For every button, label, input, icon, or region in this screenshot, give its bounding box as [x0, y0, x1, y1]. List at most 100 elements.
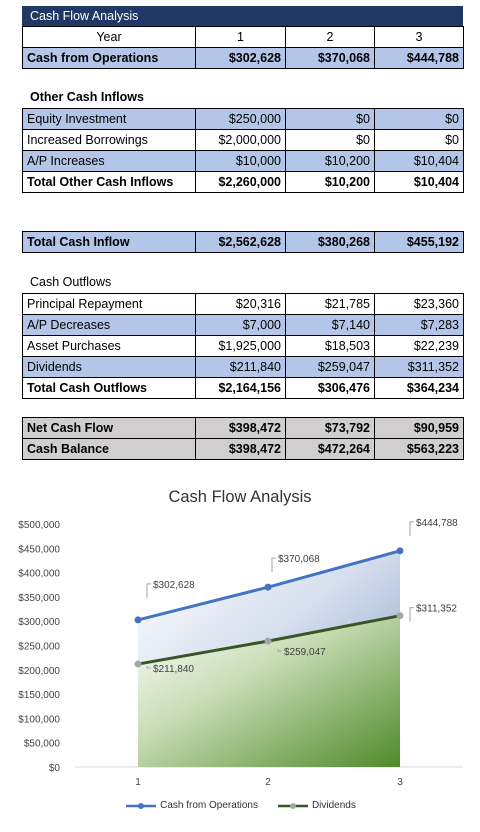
- data-label: $211,840: [153, 664, 194, 675]
- data-label: $311,352: [416, 604, 457, 615]
- data-labels: $302,628 $370,068 $444,788 $211,840 $259,047…: [146, 518, 458, 675]
- data-point: [134, 660, 142, 668]
- data-point: [134, 616, 142, 624]
- chart-title: Cash Flow Analysis: [168, 488, 312, 506]
- row-label[interactable]: Total Cash Outflows: [22, 377, 196, 399]
- value-cell[interactable]: $398,472: [195, 438, 286, 460]
- data-label: $370,068: [278, 554, 320, 565]
- y-tick-label: $350,000: [18, 593, 60, 604]
- value-cell[interactable]: $73,792: [285, 417, 375, 439]
- y-tick-label: $100,000: [18, 714, 60, 725]
- table-row: Cash from Operations $302,628 $370,068 $…: [22, 47, 464, 69]
- x-tick-label: 1: [135, 777, 141, 788]
- x-tick-label: 3: [397, 777, 403, 788]
- table-row: Dividends $211,840 $259,047 $311,352: [22, 356, 464, 378]
- value-cell[interactable]: $2,562,628: [195, 231, 286, 253]
- legend-label: Dividends: [311, 800, 356, 811]
- data-point: [264, 583, 272, 591]
- operations-table: Year 1 2 3 Cash from Operations $302,628…: [22, 26, 464, 69]
- row-label[interactable]: Total Cash Inflow: [22, 231, 196, 253]
- value-cell[interactable]: $23,360: [374, 293, 464, 315]
- y-tick-label: $150,000: [18, 690, 60, 701]
- row-label[interactable]: A/P Decreases: [22, 314, 196, 336]
- value-cell[interactable]: $250,000: [195, 108, 286, 130]
- chart-lines: [134, 547, 404, 668]
- other-inflows-heading: Other Cash Inflows: [30, 90, 144, 104]
- legend-item-operations[interactable]: Cash from Operations: [124, 800, 258, 811]
- value-cell[interactable]: $364,234: [374, 377, 464, 399]
- y-axis: $0 $50,000 $100,000 $150,000 $200,000 $250,00…: [18, 520, 60, 774]
- value-cell[interactable]: $7,140: [285, 314, 375, 336]
- y-tick-label: $0: [49, 763, 61, 774]
- value-cell[interactable]: $370,068: [285, 47, 375, 69]
- line-marker-icon: [277, 802, 308, 809]
- value-cell[interactable]: $302,628: [195, 47, 286, 69]
- sheet-title: Cash Flow Analysis: [22, 6, 463, 26]
- value-cell[interactable]: $398,472: [195, 417, 286, 439]
- value-cell[interactable]: $0: [374, 129, 464, 151]
- table-row: Cash Balance $398,472 $472,264 $563,223: [22, 438, 464, 460]
- data-label: $259,047: [284, 647, 326, 658]
- label-leader: [409, 607, 414, 622]
- y-tick-label: $400,000: [18, 569, 60, 580]
- value-cell[interactable]: $259,047: [285, 356, 375, 378]
- value-cell[interactable]: $0: [374, 108, 464, 130]
- data-point: [396, 612, 404, 620]
- row-label[interactable]: Cash from Operations: [22, 47, 196, 69]
- row-label[interactable]: Equity Investment: [22, 108, 196, 130]
- outflows-table: Principal Repayment $20,316 $21,785 $23,…: [22, 293, 464, 399]
- table-row: A/P Increases $10,000 $10,200 $10,404: [22, 150, 464, 172]
- value-cell[interactable]: $211,840: [195, 356, 286, 378]
- value-cell[interactable]: $22,239: [374, 335, 464, 357]
- x-tick-label: 2: [265, 777, 271, 788]
- legend-label: Cash from Operations: [160, 800, 258, 811]
- label-leader: [146, 666, 151, 669]
- y-tick-label: $450,000: [18, 544, 60, 555]
- label-leader: [271, 557, 276, 573]
- label-leader: [409, 521, 414, 536]
- year-header-row: Year 1 2 3: [22, 26, 464, 48]
- value-cell[interactable]: $10,200: [285, 171, 375, 193]
- y-tick-label: $200,000: [18, 666, 60, 677]
- value-cell[interactable]: $10,404: [374, 171, 464, 193]
- row-label[interactable]: Cash Balance: [22, 438, 196, 460]
- table-total-row: Total Cash Outflows $2,164,156 $306,476 …: [22, 377, 464, 399]
- data-label: $444,788: [416, 518, 458, 529]
- value-cell[interactable]: $306,476: [285, 377, 375, 399]
- other-inflows-table: Equity Investment $250,000 $0 $0 Increas…: [22, 108, 464, 193]
- total-inflow-table: Total Cash Inflow $2,562,628 $380,268 $4…: [22, 231, 464, 253]
- line-marker-icon: [126, 802, 157, 809]
- table-total-row: Total Other Cash Inflows $2,260,000 $10,…: [22, 171, 464, 193]
- value-cell[interactable]: $472,264: [285, 438, 375, 460]
- data-point: [396, 547, 404, 555]
- row-label[interactable]: Total Other Cash Inflows: [22, 171, 196, 193]
- x-axis: 1 2 3: [75, 766, 463, 788]
- value-cell[interactable]: $0: [285, 129, 375, 151]
- value-cell[interactable]: $455,192: [374, 231, 464, 253]
- label-leader: [277, 649, 282, 652]
- chart-legend: Cash from Operations Dividends: [0, 800, 480, 811]
- table-row: Increased Borrowings $2,000,000 $0 $0: [22, 129, 464, 151]
- row-label[interactable]: Net Cash Flow: [22, 417, 196, 439]
- value-cell[interactable]: $311,352: [374, 356, 464, 378]
- table-row: Net Cash Flow $398,472 $73,792 $90,959: [22, 417, 464, 439]
- y-tick-label: $250,000: [18, 642, 60, 653]
- value-cell[interactable]: $90,959: [374, 417, 464, 439]
- y-tick-label: $300,000: [18, 617, 60, 628]
- row-label[interactable]: A/P Increases: [22, 150, 196, 172]
- table-total-row: Total Cash Inflow $2,562,628 $380,268 $4…: [22, 231, 464, 253]
- value-cell[interactable]: $10,404: [374, 150, 464, 172]
- value-cell[interactable]: $563,223: [374, 438, 464, 460]
- y-tick-label: $50,000: [24, 739, 61, 750]
- value-cell[interactable]: $2,000,000: [195, 129, 286, 151]
- net-cash-table: Net Cash Flow $398,472 $73,792 $90,959 C…: [22, 417, 464, 460]
- value-cell[interactable]: $444,788: [374, 47, 464, 69]
- data-label: $302,628: [153, 580, 195, 591]
- label-leader: [146, 583, 151, 598]
- legend-item-dividends[interactable]: Dividends: [276, 800, 356, 811]
- table-row: Principal Repayment $20,316 $21,785 $23,…: [22, 293, 464, 315]
- y-tick-label: $500,000: [18, 520, 60, 531]
- outflows-heading: Cash Outflows: [30, 275, 112, 289]
- value-cell[interactable]: $7,283: [374, 314, 464, 336]
